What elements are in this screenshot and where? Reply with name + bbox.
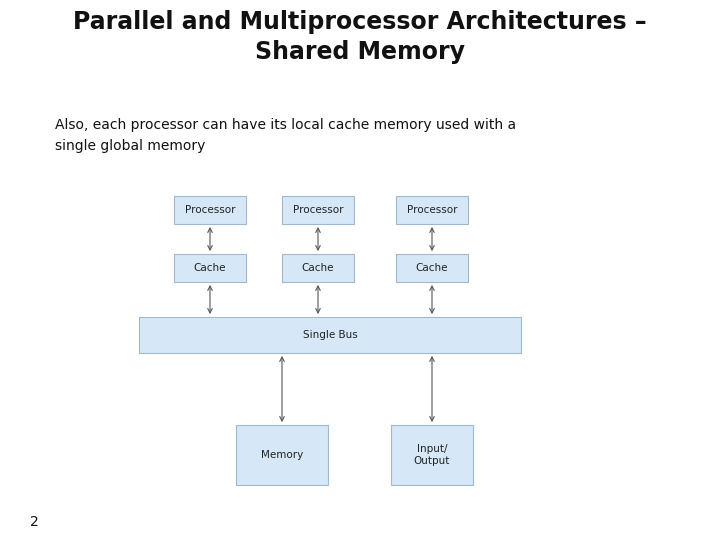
Text: Memory: Memory	[261, 450, 303, 460]
FancyBboxPatch shape	[391, 425, 473, 485]
FancyBboxPatch shape	[236, 425, 328, 485]
Text: Input/
Output: Input/ Output	[414, 444, 450, 466]
FancyBboxPatch shape	[139, 317, 521, 353]
Text: Cache: Cache	[415, 263, 449, 273]
FancyBboxPatch shape	[174, 254, 246, 282]
Text: Cache: Cache	[194, 263, 226, 273]
Text: Processor: Processor	[185, 205, 235, 215]
FancyBboxPatch shape	[282, 196, 354, 224]
Text: Processor: Processor	[293, 205, 343, 215]
FancyBboxPatch shape	[174, 196, 246, 224]
Text: Processor: Processor	[407, 205, 457, 215]
FancyBboxPatch shape	[396, 254, 468, 282]
Text: Single Bus: Single Bus	[302, 330, 357, 340]
FancyBboxPatch shape	[396, 196, 468, 224]
Text: 2: 2	[30, 515, 39, 529]
Text: Also, each processor can have its local cache memory used with a
single global m: Also, each processor can have its local …	[55, 118, 516, 153]
FancyBboxPatch shape	[282, 254, 354, 282]
Text: Shared Memory: Shared Memory	[255, 40, 465, 64]
Text: Parallel and Multiprocessor Architectures –: Parallel and Multiprocessor Architecture…	[73, 10, 647, 34]
Text: Cache: Cache	[302, 263, 334, 273]
